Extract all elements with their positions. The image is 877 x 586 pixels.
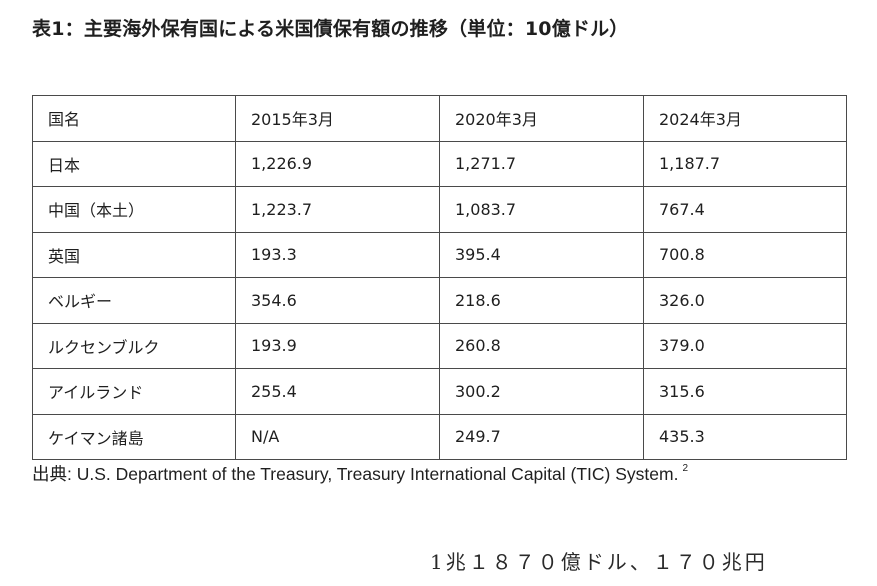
value-cell: 300.2 xyxy=(439,368,644,415)
source-text: 出典: U.S. Department of the Treasury, Tre… xyxy=(32,464,679,484)
table-row: ルクセンブルク 193.9 260.8 379.0 xyxy=(32,322,847,369)
table-row: 日本 1,226.9 1,271.7 1,187.7 xyxy=(32,140,847,187)
value-cell: 193.9 xyxy=(235,322,440,369)
value-cell: 700.8 xyxy=(643,231,847,278)
country-cell: アイルランド xyxy=(32,368,236,415)
value-cell: 255.4 xyxy=(235,368,440,415)
source-citation: 出典: U.S. Department of the Treasury, Tre… xyxy=(32,461,688,486)
header-cell-country: 国名 xyxy=(32,95,236,142)
value-cell: 1,083.7 xyxy=(439,186,644,233)
value-cell: 395.4 xyxy=(439,231,644,278)
value-cell: N/A xyxy=(235,413,440,460)
value-cell: 315.6 xyxy=(643,368,847,415)
footnote-marker[interactable]: 2 xyxy=(682,463,688,474)
value-cell: 260.8 xyxy=(439,322,644,369)
value-cell: 379.0 xyxy=(643,322,847,369)
country-cell: 日本 xyxy=(32,140,236,187)
header-cell-2015: 2015年3月 xyxy=(235,95,440,142)
header-cell-2020: 2020年3月 xyxy=(439,95,644,142)
value-cell: 1,223.7 xyxy=(235,186,440,233)
value-cell: 767.4 xyxy=(643,186,847,233)
table-row: ベルギー 354.6 218.6 326.0 xyxy=(32,277,847,324)
handwritten-note: 1兆１８７０億ドル、１７０兆円 xyxy=(430,550,768,574)
value-cell: 218.6 xyxy=(439,277,644,324)
value-cell: 1,271.7 xyxy=(439,140,644,187)
value-cell: 326.0 xyxy=(643,277,847,324)
table-row: 中国（本土） 1,223.7 1,083.7 767.4 xyxy=(32,186,847,233)
header-cell-2024: 2024年3月 xyxy=(643,95,847,142)
value-cell: 193.3 xyxy=(235,231,440,278)
header-row: 国名 2015年3月 2020年3月 2024年3月 xyxy=(32,95,847,142)
holdings-table: 国名 2015年3月 2020年3月 2024年3月 日本 1,226.9 1,… xyxy=(32,95,847,460)
value-cell: 249.7 xyxy=(439,413,644,460)
table-row: ケイマン諸島 N/A 249.7 435.3 xyxy=(32,413,847,460)
value-cell: 1,187.7 xyxy=(643,140,847,187)
country-cell: ベルギー xyxy=(32,277,236,324)
value-cell: 435.3 xyxy=(643,413,847,460)
table-row: 英国 193.3 395.4 700.8 xyxy=(32,231,847,278)
country-cell: ケイマン諸島 xyxy=(32,413,236,460)
value-cell: 1,226.9 xyxy=(235,140,440,187)
country-cell: ルクセンブルク xyxy=(32,322,236,369)
value-cell: 354.6 xyxy=(235,277,440,324)
table-row: アイルランド 255.4 300.2 315.6 xyxy=(32,368,847,415)
country-cell: 英国 xyxy=(32,231,236,278)
country-cell: 中国（本土） xyxy=(32,186,236,233)
table-title: 表1：主要海外保有国による米国債保有額の推移（単位：10億ドル） xyxy=(32,18,629,40)
